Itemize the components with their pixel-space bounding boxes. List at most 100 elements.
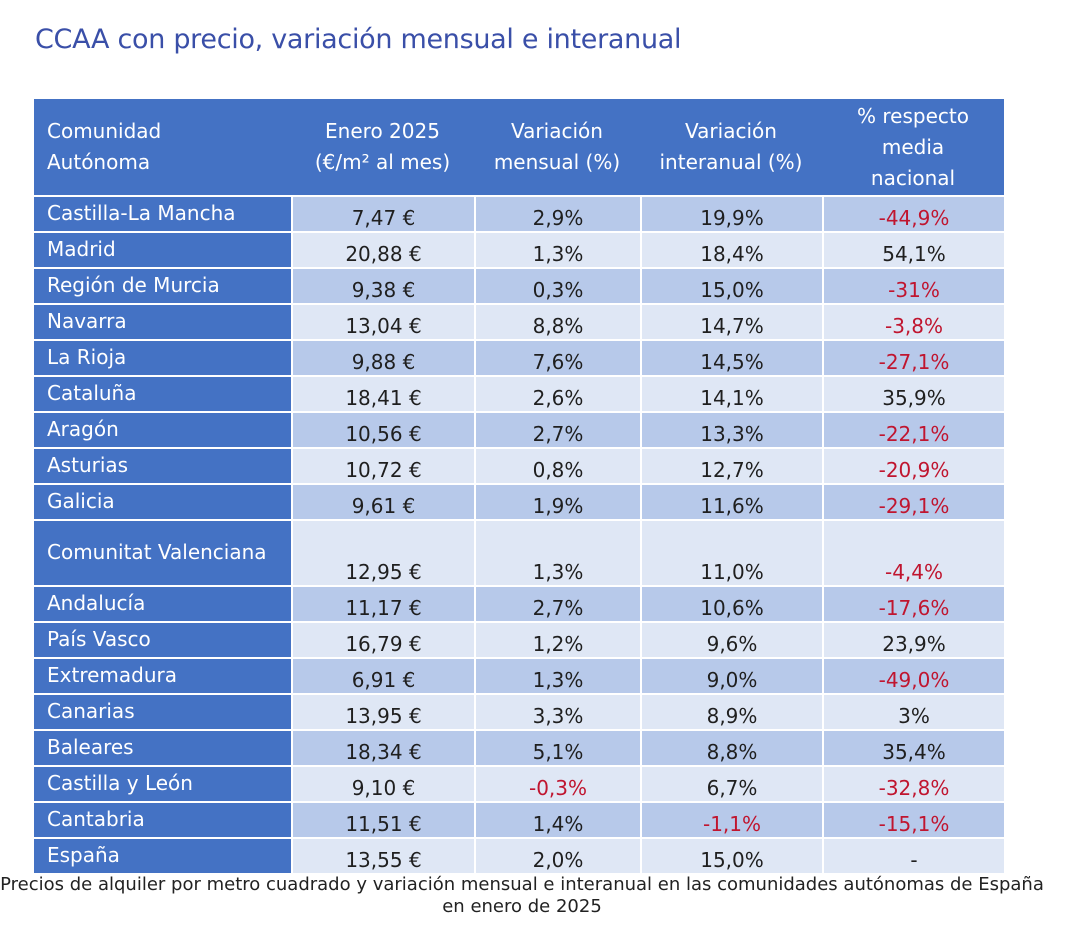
page-title: CCAA con precio, variación mensual e int… (35, 24, 682, 55)
cell-community: Navarra (34, 303, 291, 339)
cell-monthly-variation: 1,3% (474, 231, 640, 267)
cell-community: Galicia (34, 483, 291, 519)
cell-community: Región de Murcia (34, 267, 291, 303)
cell-community: Aragón (34, 411, 291, 447)
header-annual-variation: Variación interanual (%) (640, 99, 822, 195)
cell-vs-national: -32,8% (822, 765, 1004, 801)
cell-price: 7,47 € (291, 195, 474, 231)
cell-monthly-variation: 1,2% (474, 621, 640, 657)
cell-community: Comunitat Valenciana (34, 519, 291, 585)
cell-price: 9,88 € (291, 339, 474, 375)
cell-monthly-variation: 0,8% (474, 447, 640, 483)
cell-annual-variation: 15,0% (640, 837, 822, 873)
table-row: Cataluña 18,41 €2,6% 14,1% 35,9% (34, 375, 1004, 411)
cell-vs-national: 35,4% (822, 729, 1004, 765)
cell-monthly-variation: 2,7% (474, 411, 640, 447)
cell-monthly-variation: -0,3% (474, 765, 640, 801)
cell-community: España (34, 837, 291, 873)
cell-price: 10,56 € (291, 411, 474, 447)
table-body: Castilla-La Mancha 7,47 €2,9% 19,9% -44,9% M… (34, 195, 1004, 873)
table-row: Castilla y León 9,10 € -0,3% 6,7% -32,8% (34, 765, 1004, 801)
cell-vs-national: 54,1% (822, 231, 1004, 267)
cell-community: La Rioja (34, 339, 291, 375)
cell-vs-national: -31% (822, 267, 1004, 303)
table-row: Asturias 10,72 €0,8% 12,7% -20,9% (34, 447, 1004, 483)
cell-vs-national: -27,1% (822, 339, 1004, 375)
table-row: Cantabria 11,51 €1,4% -1,1% -15,1% (34, 801, 1004, 837)
cell-price: 9,61 € (291, 483, 474, 519)
cell-monthly-variation: 2,9% (474, 195, 640, 231)
cell-price: 20,88 € (291, 231, 474, 267)
cell-annual-variation: 14,7% (640, 303, 822, 339)
table-row: Castilla-La Mancha 7,47 €2,9% 19,9% -44,9% (34, 195, 1004, 231)
cell-vs-national: - (822, 837, 1004, 873)
cell-monthly-variation: 2,0% (474, 837, 640, 873)
cell-monthly-variation: 7,6% (474, 339, 640, 375)
cell-vs-national: -20,9% (822, 447, 1004, 483)
cell-price: 9,10 € (291, 765, 474, 801)
cell-community: Asturias (34, 447, 291, 483)
cell-vs-national: 23,9% (822, 621, 1004, 657)
cell-annual-variation: 11,6% (640, 483, 822, 519)
cell-community: Madrid (34, 231, 291, 267)
cell-monthly-variation: 8,8% (474, 303, 640, 339)
cell-price: 18,34 € (291, 729, 474, 765)
cell-annual-variation: 14,1% (640, 375, 822, 411)
cell-price: 11,17 € (291, 585, 474, 621)
cell-vs-national: 3% (822, 693, 1004, 729)
cell-annual-variation: 14,5% (640, 339, 822, 375)
cell-annual-variation: 9,6% (640, 621, 822, 657)
cell-annual-variation: 8,8% (640, 729, 822, 765)
cell-vs-national: -29,1% (822, 483, 1004, 519)
table-row: País Vasco 16,79 €1,2% 9,6% 23,9% (34, 621, 1004, 657)
table-row: Comunitat Valenciana 12,95 €1,3% 11,0% -4,4… (34, 519, 1004, 585)
cell-annual-variation: 8,9% (640, 693, 822, 729)
cell-annual-variation: 15,0% (640, 267, 822, 303)
cell-monthly-variation: 0,3% (474, 267, 640, 303)
cell-monthly-variation: 2,7% (474, 585, 640, 621)
cell-annual-variation: 11,0% (640, 519, 822, 585)
cell-vs-national: -44,9% (822, 195, 1004, 231)
cell-monthly-variation: 1,4% (474, 801, 640, 837)
header-monthly-variation: Variación mensual (%) (474, 99, 640, 195)
cell-annual-variation: 18,4% (640, 231, 822, 267)
cell-monthly-variation: 5,1% (474, 729, 640, 765)
cell-vs-national: -3,8% (822, 303, 1004, 339)
cell-monthly-variation: 1,3% (474, 519, 640, 585)
cell-community: Cataluña (34, 375, 291, 411)
table-row: La Rioja 9,88 €7,6% 14,5% -27,1% (34, 339, 1004, 375)
cell-price: 13,55 € (291, 837, 474, 873)
header-vs-national: % respecto media nacional (822, 99, 1004, 195)
cell-community: País Vasco (34, 621, 291, 657)
cell-annual-variation: -1,1% (640, 801, 822, 837)
table-row: España 13,55 €2,0% 15,0% - (34, 837, 1004, 873)
cell-community: Baleares (34, 729, 291, 765)
cell-vs-national: 35,9% (822, 375, 1004, 411)
cell-monthly-variation: 1,3% (474, 657, 640, 693)
cell-community: Castilla y León (34, 765, 291, 801)
cell-vs-national: -4,4% (822, 519, 1004, 585)
cell-annual-variation: 13,3% (640, 411, 822, 447)
cell-price: 10,72 € (291, 447, 474, 483)
cell-price: 18,41 € (291, 375, 474, 411)
table-row: Canarias 13,95 €3,3% 8,9% 3% (34, 693, 1004, 729)
cell-vs-national: -17,6% (822, 585, 1004, 621)
table-row: Madrid 20,88 €1,3% 18,4% 54,1% (34, 231, 1004, 267)
rent-table: Comunidad Autónoma Enero 2025 (€/m² al m… (34, 99, 1004, 873)
cell-annual-variation: 9,0% (640, 657, 822, 693)
cell-monthly-variation: 3,3% (474, 693, 640, 729)
cell-vs-national: -22,1% (822, 411, 1004, 447)
header-price: Enero 2025 (€/m² al mes) (291, 99, 474, 195)
cell-vs-national: -15,1% (822, 801, 1004, 837)
cell-annual-variation: 12,7% (640, 447, 822, 483)
cell-price: 6,91 € (291, 657, 474, 693)
cell-community: Cantabria (34, 801, 291, 837)
cell-community: Extremadura (34, 657, 291, 693)
table-header-row: Comunidad Autónoma Enero 2025 (€/m² al m… (34, 99, 1004, 195)
cell-price: 11,51 € (291, 801, 474, 837)
table-row: Galicia 9,61 €1,9% 11,6% -29,1% (34, 483, 1004, 519)
cell-community: Castilla-La Mancha (34, 195, 291, 231)
table-row: Baleares 18,34 €5,1% 8,8% 35,4% (34, 729, 1004, 765)
table-row: Región de Murcia 9,38 €0,3% 15,0% -31% (34, 267, 1004, 303)
table-row: Extremadura 6,91 €1,3% 9,0% -49,0% (34, 657, 1004, 693)
